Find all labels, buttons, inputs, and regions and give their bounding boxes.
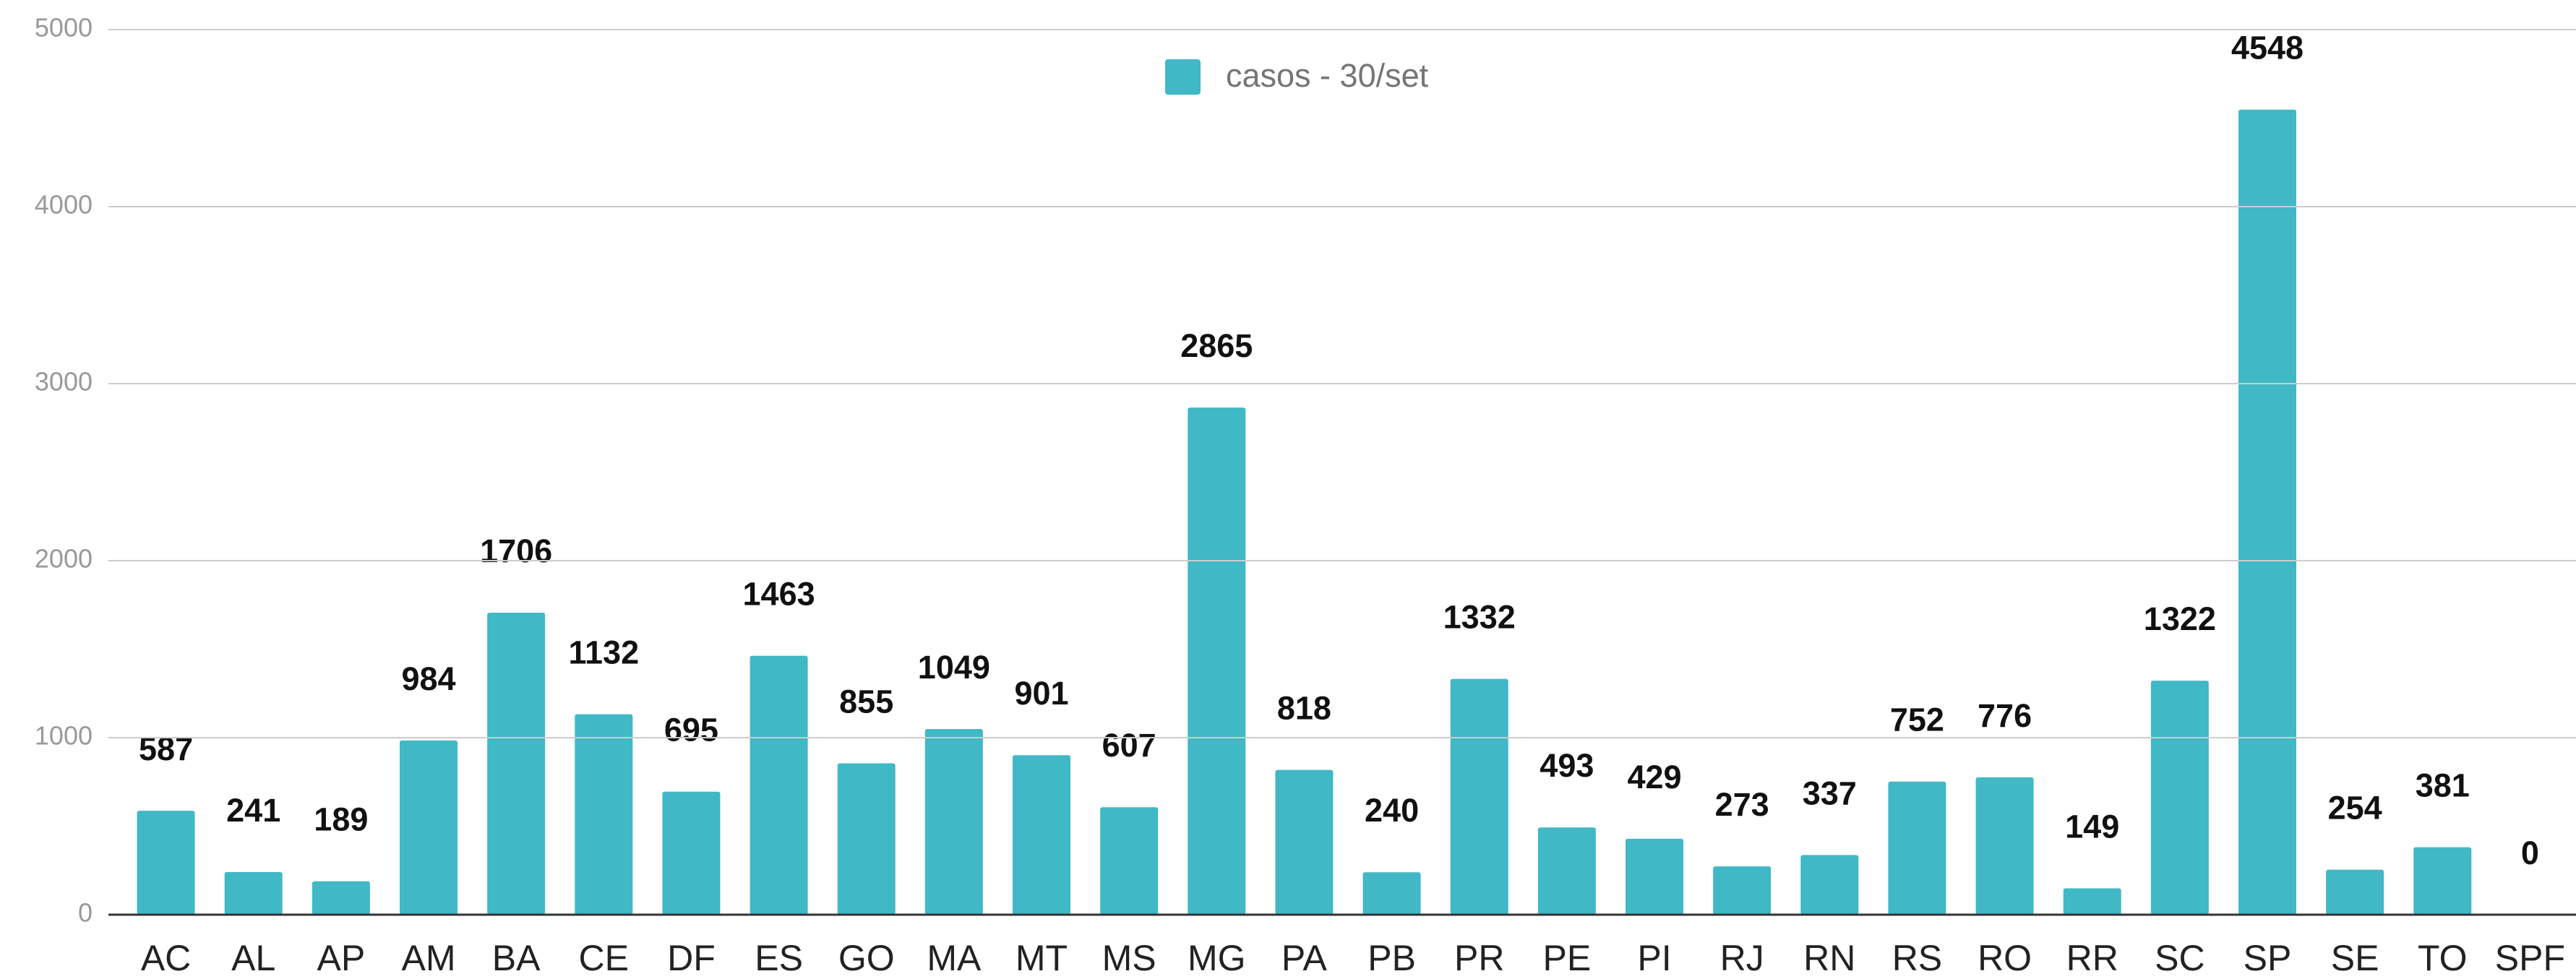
value-label: 273 [1715,786,1769,823]
value-label: 240 [1365,792,1419,829]
bar [1888,781,1946,915]
x-tick-label: RJ [1720,938,1764,978]
bar [400,740,458,915]
value-label: 1049 [918,649,990,686]
bar [2150,681,2209,915]
x-tick-label: CE [579,938,629,978]
x-tick-label: RR [2066,938,2118,978]
x-tick-label: MS [1102,938,1156,978]
bar [837,763,896,915]
x-tick-label: AL [231,938,275,978]
x-tick-label: BA [492,938,541,978]
x-tick-label: PE [1543,938,1592,978]
value-label: 984 [401,660,455,697]
value-label: 337 [1803,775,1857,811]
value-label: 776 [1978,697,2032,734]
bar [1537,827,1596,915]
value-label: 1332 [1443,599,1516,636]
bar [2063,888,2121,915]
value-label: 429 [1627,759,1681,795]
bar [2238,109,2296,915]
x-tick-label: RN [1803,938,1855,978]
x-tick-label: MT [1016,938,1068,978]
x-tick-label: SPF [2495,938,2565,978]
bar [750,655,808,915]
value-label: 189 [314,801,368,838]
x-tick-label: AM [402,938,456,978]
bar [924,728,983,915]
x-tick-label: SC [2155,938,2204,978]
bar [2413,847,2472,915]
bar [487,613,546,915]
x-tick-label: PI [1637,938,1671,978]
x-tick-label: SE [2331,938,2379,978]
bar [1362,872,1421,915]
bar [1275,769,1334,915]
value-label: 752 [1890,702,1944,738]
value-label: 818 [1277,689,1331,726]
bar [575,714,633,915]
x-tick-label: TO [2418,938,2468,978]
x-tick-label: PR [1454,938,1504,978]
value-label: 855 [839,683,893,720]
bar [1450,678,1508,915]
x-tick-label: SP [2244,938,2292,978]
value-label: 695 [664,712,718,749]
x-tick-label: AP [317,938,366,978]
value-label: 1706 [480,532,552,569]
x-tick-label: ES [755,938,803,978]
legend-swatch [1165,59,1201,95]
value-label: 493 [1540,747,1594,784]
value-label: 1322 [2144,600,2216,637]
x-tick-label: DF [667,938,716,978]
value-label: 4548 [2231,30,2304,66]
x-tick-label: MG [1188,938,1246,978]
bar [1713,866,1772,915]
bar [1188,407,1246,915]
value-label: 381 [2416,767,2470,804]
y-tick-label: 3000 [35,367,93,397]
value-label: 241 [226,792,280,829]
bar [1975,777,2034,915]
legend-label: casos - 30/set [1226,57,1429,94]
bar [1626,838,1683,915]
value-label: 2865 [1180,327,1253,364]
value-label: 149 [2065,808,2119,845]
bar [1100,807,1159,915]
value-label: 901 [1014,675,1068,712]
value-label: 587 [139,730,193,767]
value-label: 607 [1102,727,1156,764]
y-tick-label: 2000 [35,544,93,574]
y-tick-label: 1000 [35,721,93,751]
x-tick-label: AC [141,938,191,978]
x-tick-label: PA [1281,938,1328,978]
bar [2326,869,2384,915]
bar [137,811,195,915]
x-tick-label: RS [1892,938,1942,978]
bar [312,881,370,915]
x-tick-label: GO [838,938,895,978]
y-tick-label: 4000 [35,190,93,220]
x-tick-label: MA [927,938,982,978]
y-tick-label: 0 [78,898,93,928]
x-tick-label: RO [1978,938,2032,978]
value-label: 0 [2521,834,2539,871]
x-tick-label: PB [1368,938,1416,978]
value-label: 1463 [743,575,815,612]
bar [662,791,721,915]
value-label: 254 [2328,790,2382,827]
y-tick-label: 5000 [35,13,93,43]
value-label: 1132 [568,634,639,671]
bar [1800,855,1859,915]
bar [224,871,283,915]
bar [1013,755,1070,915]
